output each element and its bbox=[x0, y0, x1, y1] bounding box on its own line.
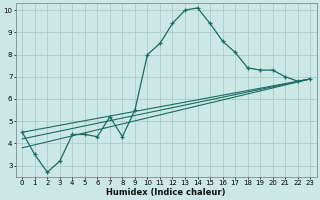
X-axis label: Humidex (Indice chaleur): Humidex (Indice chaleur) bbox=[107, 188, 226, 197]
